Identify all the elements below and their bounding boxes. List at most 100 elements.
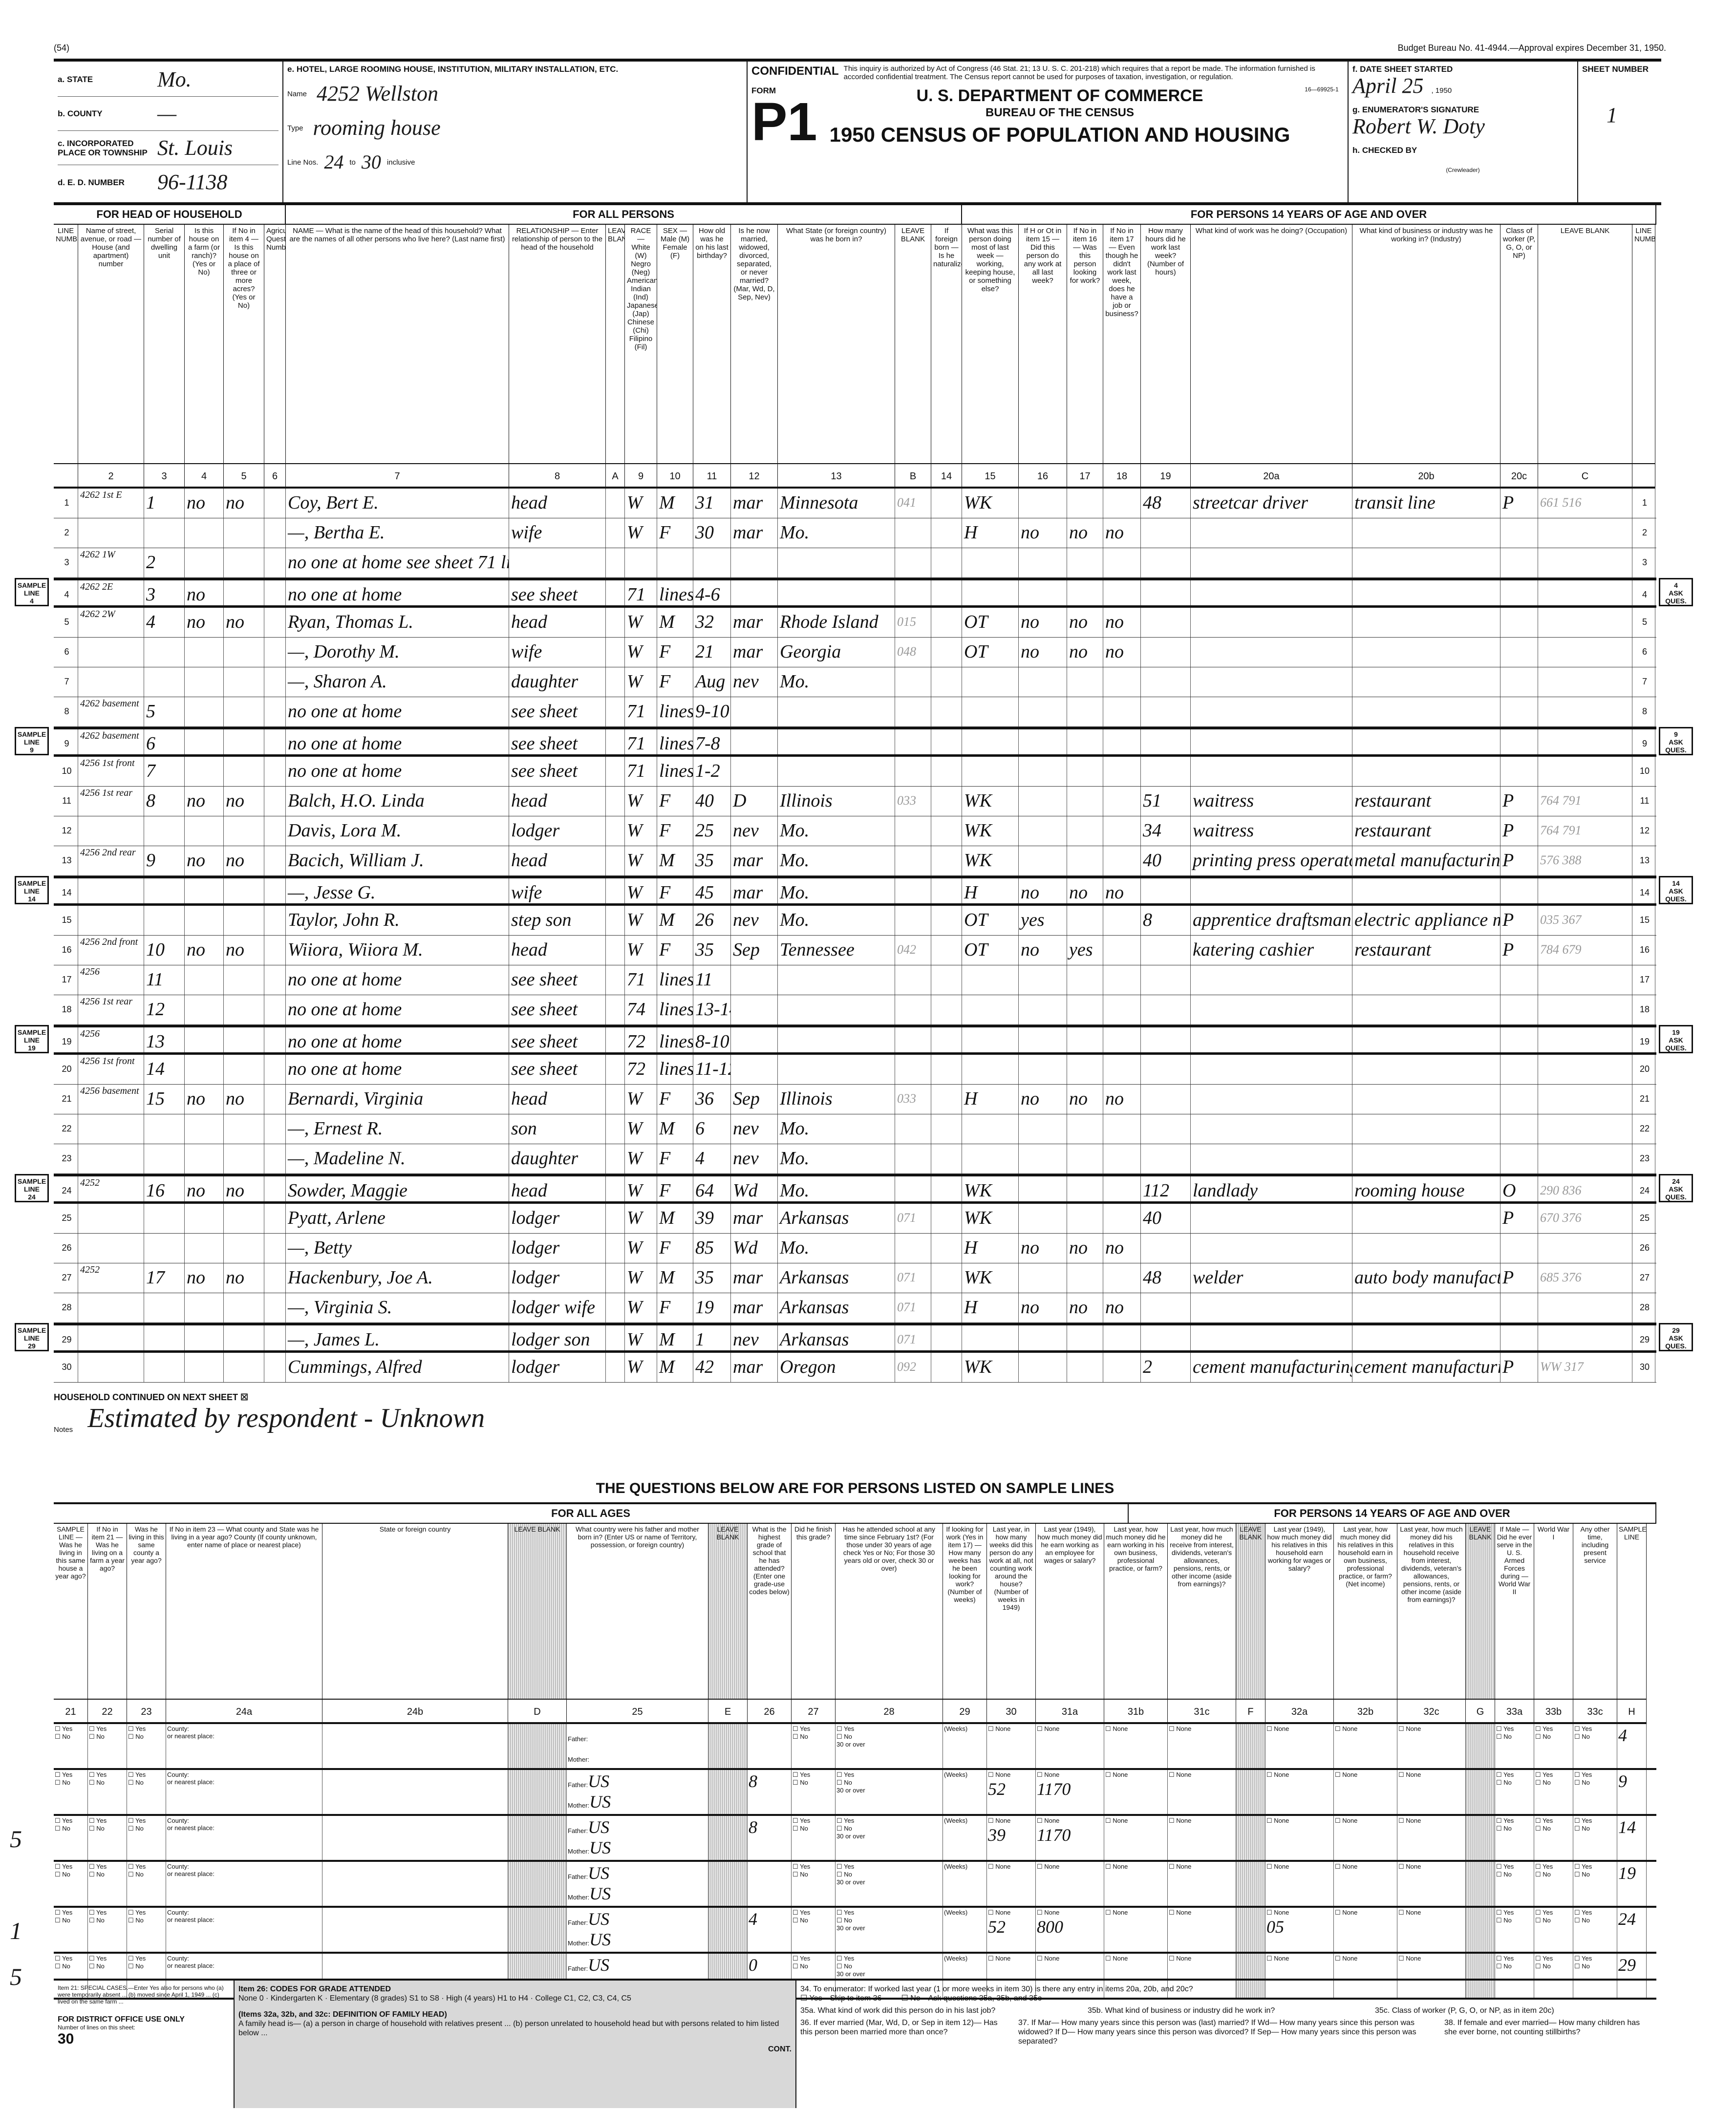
yes-option[interactable]: Yes	[1543, 1771, 1553, 1778]
yes-option[interactable]: Yes	[1582, 1909, 1592, 1916]
no-option[interactable]: No	[96, 1871, 105, 1878]
yes-option[interactable]: Yes	[1543, 1863, 1553, 1870]
none-option[interactable]: None	[1406, 1817, 1421, 1824]
none-checkbox[interactable]: ☐ None	[1105, 1771, 1128, 1778]
none-checkbox[interactable]: ☐ None	[988, 1863, 1011, 1870]
yes-option[interactable]: Yes	[1543, 1909, 1553, 1916]
none-option[interactable]: None	[1044, 1955, 1060, 1962]
thirty-or-over-option[interactable]: 30 or over	[836, 1741, 865, 1748]
none-option[interactable]: None	[995, 1725, 1011, 1732]
none-checkbox[interactable]: ☐ None	[988, 1909, 1011, 1916]
no-option[interactable]: No	[800, 1917, 808, 1924]
no-option[interactable]: No	[135, 1871, 144, 1878]
none-option[interactable]: None	[1044, 1771, 1060, 1778]
yes-no-checkboxes[interactable]: ☐ Yes ☐ No	[1535, 1771, 1553, 1786]
none-option[interactable]: None	[1176, 1955, 1192, 1962]
none-option[interactable]: None	[1044, 1863, 1060, 1870]
none-option[interactable]: None	[1044, 1909, 1060, 1916]
none-checkbox[interactable]: ☐ None	[1398, 1817, 1421, 1824]
none-checkbox[interactable]: ☐ None	[1037, 1863, 1060, 1870]
yes-no-checkboxes[interactable]: ☐ Yes ☐ No	[793, 1955, 811, 1970]
none-option[interactable]: None	[1406, 1725, 1421, 1732]
yes-option[interactable]: Yes	[62, 1909, 73, 1916]
none-option[interactable]: None	[1113, 1863, 1128, 1870]
yes-option[interactable]: Yes	[62, 1725, 73, 1732]
no-option[interactable]: No	[96, 1779, 105, 1786]
none-option[interactable]: None	[1176, 1817, 1192, 1824]
no-option[interactable]: No	[62, 1825, 70, 1832]
none-option[interactable]: None	[1406, 1909, 1421, 1916]
none-option[interactable]: None	[1113, 1955, 1128, 1962]
no-option[interactable]: No	[1543, 1733, 1551, 1740]
no-option[interactable]: No	[1503, 1733, 1512, 1740]
yes-option[interactable]: Yes	[96, 1817, 107, 1824]
no-option[interactable]: No	[1582, 1871, 1590, 1878]
yes-option[interactable]: Yes	[62, 1771, 73, 1778]
none-checkbox[interactable]: ☐ None	[1169, 1909, 1192, 1916]
yes-option[interactable]: Yes	[1582, 1817, 1592, 1824]
none-checkbox[interactable]: ☐ None	[1169, 1725, 1192, 1732]
none-checkbox[interactable]: ☐ None	[1335, 1909, 1358, 1916]
none-option[interactable]: None	[1176, 1863, 1192, 1870]
no-option[interactable]: No	[1582, 1733, 1590, 1740]
yes-option[interactable]: Yes	[844, 1817, 855, 1824]
yes-no-checkboxes[interactable]: ☐ Yes ☐ No	[1574, 1955, 1592, 1970]
yes-no-checkboxes[interactable]: ☐ Yes ☐ No	[89, 1955, 107, 1970]
none-option[interactable]: None	[1113, 1817, 1128, 1824]
yes-option[interactable]: Yes	[1582, 1955, 1592, 1962]
no-option[interactable]: No	[1582, 1917, 1590, 1924]
yes-no-checkboxes[interactable]: ☐ Yes ☐ No	[55, 1725, 73, 1740]
none-option[interactable]: None	[1274, 1955, 1289, 1962]
yes-no-checkboxes[interactable]: ☐ Yes ☐ No	[793, 1863, 811, 1878]
none-checkbox[interactable]: ☐ None	[988, 1771, 1011, 1778]
none-option[interactable]: None	[995, 1817, 1011, 1824]
no-option[interactable]: No	[1503, 1917, 1512, 1924]
yes-option[interactable]: Yes	[62, 1955, 73, 1962]
none-checkbox[interactable]: ☐ None	[1266, 1725, 1289, 1732]
none-checkbox[interactable]: ☐ None	[1037, 1817, 1060, 1824]
yes-option[interactable]: Yes	[1503, 1909, 1514, 1916]
no-option[interactable]: No	[1582, 1779, 1590, 1786]
no-option[interactable]: No	[62, 1779, 70, 1786]
yes-option[interactable]: Yes	[844, 1725, 855, 1732]
no-option[interactable]: No	[62, 1917, 70, 1924]
yes-no-checkboxes[interactable]: ☐ Yes ☐ No	[836, 1771, 855, 1786]
none-checkbox[interactable]: ☐ None	[1037, 1771, 1060, 1778]
none-checkbox[interactable]: ☐ None	[1335, 1817, 1358, 1824]
no-option[interactable]: No	[800, 1733, 808, 1740]
none-checkbox[interactable]: ☐ None	[1105, 1955, 1128, 1962]
none-checkbox[interactable]: ☐ None	[1037, 1955, 1060, 1962]
yes-option[interactable]: Yes	[1543, 1817, 1553, 1824]
none-option[interactable]: None	[1176, 1909, 1192, 1916]
yes-option[interactable]: Yes	[800, 1817, 811, 1824]
yes-no-checkboxes[interactable]: ☐ Yes ☐ No	[89, 1909, 107, 1924]
yes-no-checkboxes[interactable]: ☐ Yes ☐ No	[89, 1771, 107, 1786]
none-checkbox[interactable]: ☐ None	[1105, 1863, 1128, 1870]
yes-option[interactable]: Yes	[844, 1909, 855, 1916]
yes-option[interactable]: Yes	[1503, 1817, 1514, 1824]
yes-no-checkboxes[interactable]: ☐ Yes ☐ No	[1535, 1955, 1553, 1970]
yes-no-checkboxes[interactable]: ☐ Yes ☐ No	[836, 1725, 855, 1740]
no-option[interactable]: No	[62, 1871, 70, 1878]
none-checkbox[interactable]: ☐ None	[1335, 1771, 1358, 1778]
yes-no-checkboxes[interactable]: ☐ Yes ☐ No	[1535, 1725, 1553, 1740]
no-option[interactable]: No	[844, 1733, 852, 1740]
yes-option[interactable]: Yes	[800, 1725, 811, 1732]
yes-option[interactable]: Yes	[844, 1955, 855, 1962]
yes-option[interactable]: Yes	[62, 1863, 73, 1870]
no-option[interactable]: No	[1503, 1779, 1512, 1786]
no-option[interactable]: No	[1503, 1825, 1512, 1832]
none-checkbox[interactable]: ☐ None	[1037, 1909, 1060, 1916]
no-option[interactable]: No	[62, 1733, 70, 1740]
yes-no-checkboxes[interactable]: ☐ Yes ☐ No	[1496, 1771, 1514, 1786]
none-checkbox[interactable]: ☐ None	[1037, 1725, 1060, 1732]
none-checkbox[interactable]: ☐ None	[1398, 1955, 1421, 1962]
yes-no-checkboxes[interactable]: ☐ Yes ☐ No	[55, 1771, 73, 1786]
none-checkbox[interactable]: ☐ None	[1169, 1817, 1192, 1824]
none-checkbox[interactable]: ☐ None	[1105, 1725, 1128, 1732]
none-checkbox[interactable]: ☐ None	[1105, 1909, 1128, 1916]
yes-option[interactable]: Yes	[800, 1955, 811, 1962]
none-checkbox[interactable]: ☐ None	[1335, 1725, 1358, 1732]
no-option[interactable]: No	[1503, 1962, 1512, 1970]
none-option[interactable]: None	[1044, 1725, 1060, 1732]
